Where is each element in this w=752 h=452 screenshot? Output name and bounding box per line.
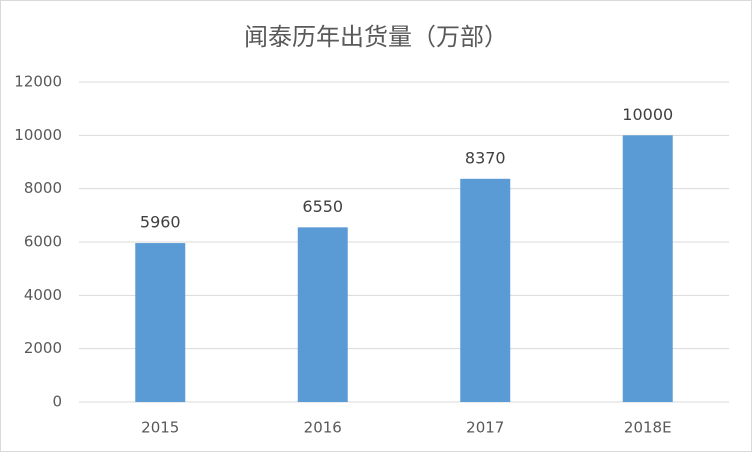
value-label: 5960	[140, 213, 181, 232]
bar	[460, 178, 511, 402]
x-tick-label: 2015	[141, 419, 179, 437]
bar	[297, 227, 348, 402]
y-tick-label: 0	[52, 393, 62, 411]
y-tick-label: 8000	[24, 179, 62, 197]
bar	[622, 135, 673, 403]
x-tick-label: 2018E	[624, 419, 672, 437]
chart-title: 闻泰历年出货量（万部）	[244, 23, 508, 51]
y-tick-label: 12000	[14, 73, 62, 91]
y-tick-label: 4000	[24, 286, 62, 304]
x-tick-label: 2017	[466, 419, 504, 437]
value-label: 10000	[622, 105, 673, 124]
x-tick-label: 2016	[304, 419, 342, 437]
value-label: 6550	[302, 197, 343, 216]
y-tick-label: 6000	[24, 233, 62, 251]
bar	[135, 243, 186, 402]
value-label: 8370	[465, 148, 506, 167]
y-tick-label: 2000	[24, 339, 62, 357]
y-tick-label: 10000	[14, 126, 62, 144]
